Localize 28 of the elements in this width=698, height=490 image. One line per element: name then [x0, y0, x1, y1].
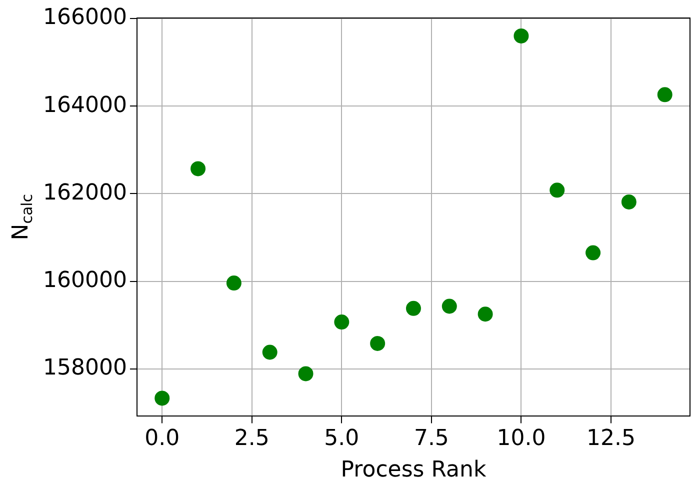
y-tick-label: 158000	[43, 356, 127, 381]
point	[262, 344, 278, 360]
x-tick-label: 7.5	[414, 426, 449, 452]
point	[190, 161, 206, 176]
x-tick-label: 5.0	[324, 426, 360, 452]
point	[586, 245, 601, 260]
point	[370, 336, 386, 351]
point	[298, 366, 314, 382]
point	[550, 182, 565, 198]
point	[226, 276, 242, 291]
point	[478, 306, 493, 322]
x-axis-title: Process Rank	[340, 458, 486, 483]
x-tick-label: 10.0	[496, 426, 546, 452]
point	[621, 194, 636, 210]
point	[406, 300, 421, 316]
y-tick-label: 160000	[43, 268, 127, 293]
point	[657, 87, 672, 102]
y-tick-label: 164000	[43, 92, 127, 118]
x-tick-label: 0.0	[144, 426, 180, 452]
y-tick-label: 162000	[43, 180, 127, 206]
point	[442, 298, 457, 314]
point	[334, 314, 350, 330]
y-axis-title: Ncalc	[8, 194, 36, 240]
point	[154, 390, 170, 406]
x-tick-label: 2.5	[234, 426, 270, 452]
y-tick-label: 166000	[43, 5, 127, 30]
x-tick-label: 12.5	[586, 426, 636, 452]
point	[514, 28, 529, 44]
